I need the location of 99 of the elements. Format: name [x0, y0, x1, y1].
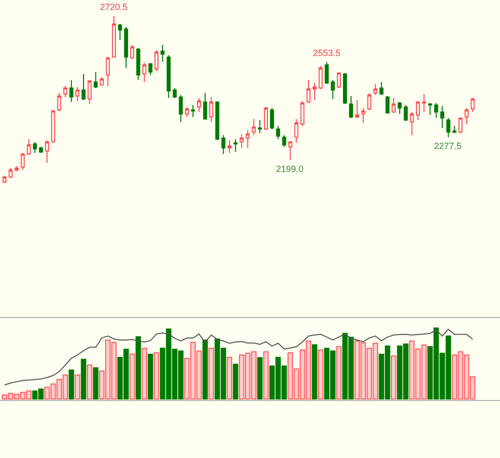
candlestick: [142, 62, 146, 82]
candlestick: [148, 62, 152, 76]
candlestick: [124, 26, 128, 68]
candlestick: [82, 73, 86, 100]
annotation: 2277.5: [434, 141, 462, 151]
bar: [148, 354, 154, 400]
bar: [336, 346, 342, 400]
candlestick: [69, 79, 74, 103]
candlestick: [209, 96, 214, 123]
candlestick: [160, 44, 165, 62]
candlestick: [8, 167, 13, 178]
candlestick: [258, 120, 262, 134]
bar: [93, 367, 98, 400]
candlestick: [452, 126, 456, 134]
candlestick: [51, 110, 56, 142]
bar: [208, 348, 214, 400]
candlestick: [355, 100, 360, 119]
bar: [74, 374, 80, 400]
candlestick: [154, 50, 158, 72]
bar: [86, 364, 92, 400]
candlestick: [446, 118, 450, 138]
candlestick: [392, 98, 396, 114]
annotation: 2720.5: [100, 2, 128, 12]
candlestick: [306, 79, 310, 104]
candlestick: [57, 92, 62, 112]
candlestick: [63, 85, 68, 98]
candlestick: [282, 134, 286, 148]
candlestick: [300, 100, 304, 127]
candlestick: [270, 108, 274, 130]
candlestick: [240, 134, 244, 148]
candlestick: [112, 16, 116, 58]
candlestick: [106, 56, 110, 86]
candlestick: [318, 65, 323, 90]
candlestick: [349, 95, 354, 119]
candlestick: [373, 83, 378, 96]
candlestick: [184, 106, 189, 118]
candlestick: [45, 140, 50, 164]
candlestick: [398, 102, 402, 115]
candlestick: [416, 102, 420, 121]
candlestick: [94, 71, 98, 88]
candlestick: [246, 130, 250, 148]
candlestick: [2, 175, 6, 184]
candlestick: [166, 54, 171, 98]
candlestick: [190, 104, 195, 118]
candlestick: [130, 44, 134, 60]
candlestick: [118, 24, 122, 41]
bar: [136, 336, 141, 400]
bar: [154, 352, 160, 400]
candlestick: [221, 134, 226, 154]
candlestick: [342, 72, 347, 105]
candlestick: [26, 138, 31, 156]
candlestick: [410, 112, 414, 136]
candlestick: [234, 138, 238, 152]
candlestick: [367, 92, 372, 111]
candlestick: [294, 118, 298, 144]
candlestick: [361, 108, 366, 124]
bar: [202, 340, 208, 400]
candlestick: [312, 82, 317, 100]
candlestick: [288, 141, 292, 160]
candlestick: [136, 48, 140, 80]
candlestick: [88, 79, 92, 105]
candlestick: [458, 118, 462, 134]
candlestick: [38, 146, 43, 154]
candlestick: [464, 108, 469, 125]
candlestick: [227, 140, 232, 154]
candlestick: [276, 126, 280, 140]
bar: [257, 357, 263, 400]
bar: [312, 344, 318, 400]
candlestick: [330, 79, 335, 100]
bar: [226, 356, 232, 400]
candlestick: [252, 118, 256, 136]
candlestick: [215, 102, 220, 141]
candlestick: [404, 104, 408, 122]
candlestick: [75, 86, 80, 102]
candlestick: [440, 106, 444, 129]
candlestick: [100, 76, 104, 86]
bar: [318, 350, 324, 400]
candlestick: [197, 98, 202, 113]
bar: [232, 364, 238, 400]
annotation: 2553.5: [313, 48, 341, 58]
bar: [68, 370, 74, 400]
bar: [80, 358, 86, 400]
candlestick: [386, 95, 390, 114]
bar: [142, 348, 148, 400]
candlestick: [178, 94, 183, 123]
candlestick: [203, 92, 208, 120]
bar: [263, 351, 269, 400]
candlestick: [470, 98, 475, 113]
bar: [129, 353, 135, 400]
bar: [390, 355, 396, 400]
candlestick: [32, 141, 37, 154]
candlestick: [264, 106, 268, 131]
candlestick: [336, 72, 341, 88]
candlestick: [428, 102, 432, 116]
candlestick: [422, 93, 426, 113]
candlestick: [379, 81, 384, 96]
annotation: 2199.0: [276, 164, 304, 174]
candlestick: [14, 165, 19, 172]
candlestick: [434, 102, 438, 119]
